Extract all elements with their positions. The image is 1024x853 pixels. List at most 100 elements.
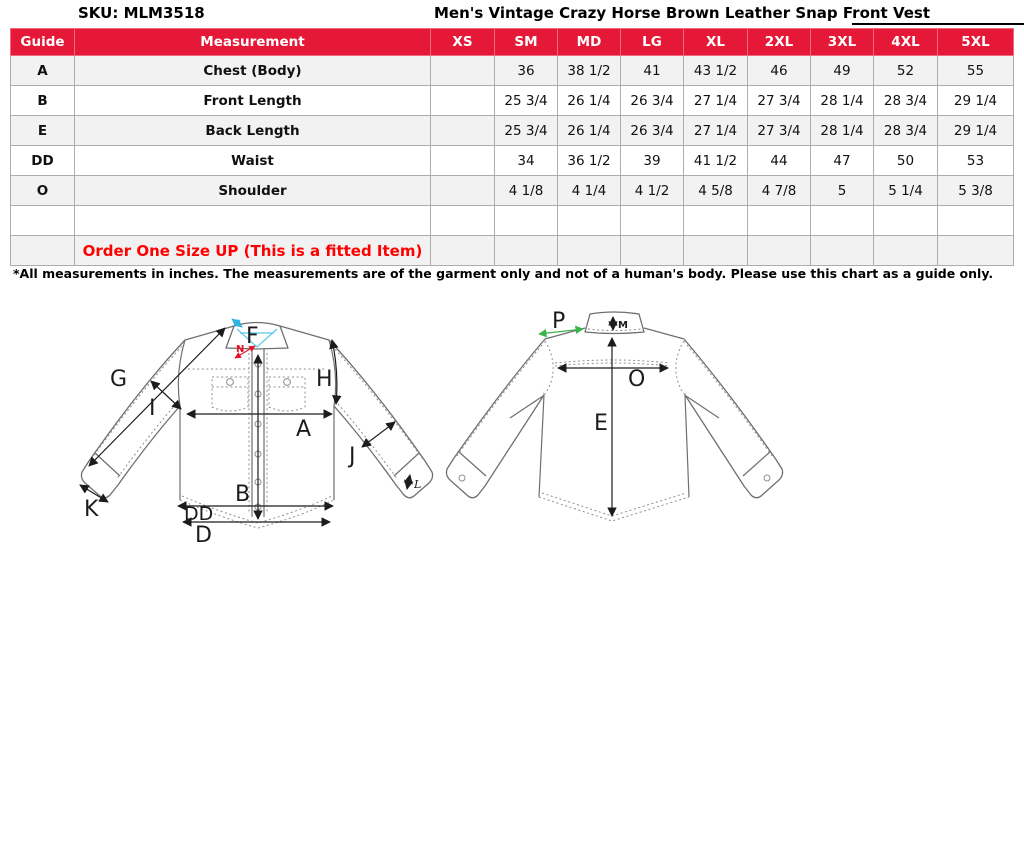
guide-cell: [10, 205, 75, 236]
size-value-cell: [494, 205, 558, 236]
size-value-cell: 28 3/4: [873, 85, 938, 116]
column-header-sm: SM: [494, 28, 558, 56]
size-value-cell: 47: [810, 145, 874, 176]
size-value-cell: 50: [873, 145, 938, 176]
size-value-cell: 29 1/4: [937, 85, 1014, 116]
size-value-cell: [683, 205, 748, 236]
table-row: DD Waist 34 36 1/2 39 41 1/2 44 47 50 53: [10, 145, 1014, 176]
table-row: B Front Length 25 3/4 26 1/4 26 3/4 27 1/4 27 …: [10, 85, 1014, 116]
size-value-cell: 27 1/4: [683, 85, 748, 116]
empty-row: [10, 205, 1014, 236]
table-header-row: Guide Measurement XS SM MD LG XL 2XL 3XL 4XL 5XL: [10, 28, 1014, 56]
table-row: E Back Length 25 3/4 26 1/4 26 3/4 27 1/4 27 3…: [10, 115, 1014, 146]
guide-cell: A: [10, 55, 75, 86]
guide-cell: B: [10, 85, 75, 116]
back-jacket-drawing: [445, 311, 784, 522]
size-value-cell: [430, 205, 495, 236]
size-value-cell: 41: [620, 55, 684, 86]
size-value-cell: [683, 235, 748, 266]
size-value-cell: 29 1/4: [937, 115, 1014, 146]
front-label-l: L: [413, 478, 421, 491]
back-label-p: P: [552, 309, 565, 334]
size-value-cell: [430, 115, 495, 146]
size-value-cell: [873, 205, 938, 236]
size-value-cell: [494, 235, 558, 266]
size-value-cell: 26 3/4: [620, 115, 684, 146]
size-value-cell: [810, 205, 874, 236]
guide-cell: O: [10, 175, 75, 206]
size-value-cell: [873, 235, 938, 266]
front-label-g: G: [110, 367, 127, 392]
measurement-cell: Chest (Body): [74, 55, 431, 86]
size-value-cell: [810, 235, 874, 266]
size-value-cell: [937, 205, 1014, 236]
back-measure-labels: P M O E: [552, 309, 645, 436]
size-value-cell: [557, 235, 621, 266]
guide-cell: [10, 235, 75, 266]
size-value-cell: 53: [937, 145, 1014, 176]
column-header-lg: LG: [620, 28, 684, 56]
size-value-cell: 49: [810, 55, 874, 86]
column-header-md: MD: [557, 28, 621, 56]
title-underline: [852, 23, 1024, 25]
size-value-cell: 4 1/2: [620, 175, 684, 206]
size-value-cell: 5 1/4: [873, 175, 938, 206]
size-value-cell: [747, 205, 811, 236]
size-value-cell: [430, 175, 495, 206]
size-value-cell: [430, 55, 495, 86]
size-value-cell: 26 3/4: [620, 85, 684, 116]
column-header-xs: XS: [430, 28, 495, 56]
size-value-cell: 28 1/4: [810, 85, 874, 116]
size-value-cell: 26 1/4: [557, 115, 621, 146]
size-value-cell: 34: [494, 145, 558, 176]
note-row: Order One Size UP (This is a fitted Item…: [10, 235, 1014, 266]
measurement-cell: Order One Size UP (This is a fitted Item…: [74, 235, 431, 266]
size-value-cell: [430, 85, 495, 116]
size-value-cell: 41 1/2: [683, 145, 748, 176]
size-value-cell: [937, 235, 1014, 266]
garment-back-diagram: P M O E: [445, 309, 784, 522]
front-label-k: K: [84, 497, 99, 522]
back-label-o: O: [628, 367, 645, 392]
column-header-xl: XL: [683, 28, 748, 56]
size-value-cell: 4 1/4: [557, 175, 621, 206]
size-value-cell: [557, 205, 621, 236]
size-value-cell: 25 3/4: [494, 85, 558, 116]
front-label-a: A: [296, 417, 311, 442]
front-label-f: F: [246, 324, 259, 349]
size-value-cell: [747, 235, 811, 266]
measurement-cell: [74, 205, 431, 236]
size-value-cell: 36 1/2: [557, 145, 621, 176]
guide-cell: DD: [10, 145, 75, 176]
size-value-cell: [430, 235, 495, 266]
size-value-cell: [620, 235, 684, 266]
size-value-cell: 27 1/4: [683, 115, 748, 146]
size-value-cell: 28 3/4: [873, 115, 938, 146]
front-measure-labels: G I H A B J K DD D F N L: [84, 324, 421, 548]
size-value-cell: 46: [747, 55, 811, 86]
size-value-cell: 27 3/4: [747, 115, 811, 146]
size-value-cell: 5: [810, 175, 874, 206]
size-value-cell: 4 1/8: [494, 175, 558, 206]
size-value-cell: 38 1/2: [557, 55, 621, 86]
measurement-cell: Shoulder: [74, 175, 431, 206]
sku-label: SKU: MLM3518: [78, 4, 205, 22]
column-header-2xl: 2XL: [747, 28, 811, 56]
table-row: A Chest (Body) 36 38 1/2 41 43 1/2 46 49 52 55: [10, 55, 1014, 86]
measurement-cell: Back Length: [74, 115, 431, 146]
front-label-b: B: [235, 482, 250, 507]
size-value-cell: 4 5/8: [683, 175, 748, 206]
back-label-e: E: [594, 411, 608, 436]
back-label-m: M: [618, 320, 628, 331]
front-label-n: N: [236, 344, 244, 355]
size-value-cell: 4 7/8: [747, 175, 811, 206]
front-label-h: H: [316, 367, 333, 392]
table-row: O Shoulder 4 1/8 4 1/4 4 1/2 4 5/8 4 7/8 5 5 1/4…: [10, 175, 1014, 206]
size-table-body: A Chest (Body) 36 38 1/2 41 43 1/2 46 49 52 55 B Fr…: [10, 55, 1014, 266]
size-value-cell: 26 1/4: [557, 85, 621, 116]
size-value-cell: 36: [494, 55, 558, 86]
back-measure-arrows: [538, 316, 669, 517]
garment-front-diagram: G I H A B J K DD D F N L: [79, 318, 434, 548]
size-value-cell: [620, 205, 684, 236]
front-measure-arrows: [79, 318, 414, 527]
